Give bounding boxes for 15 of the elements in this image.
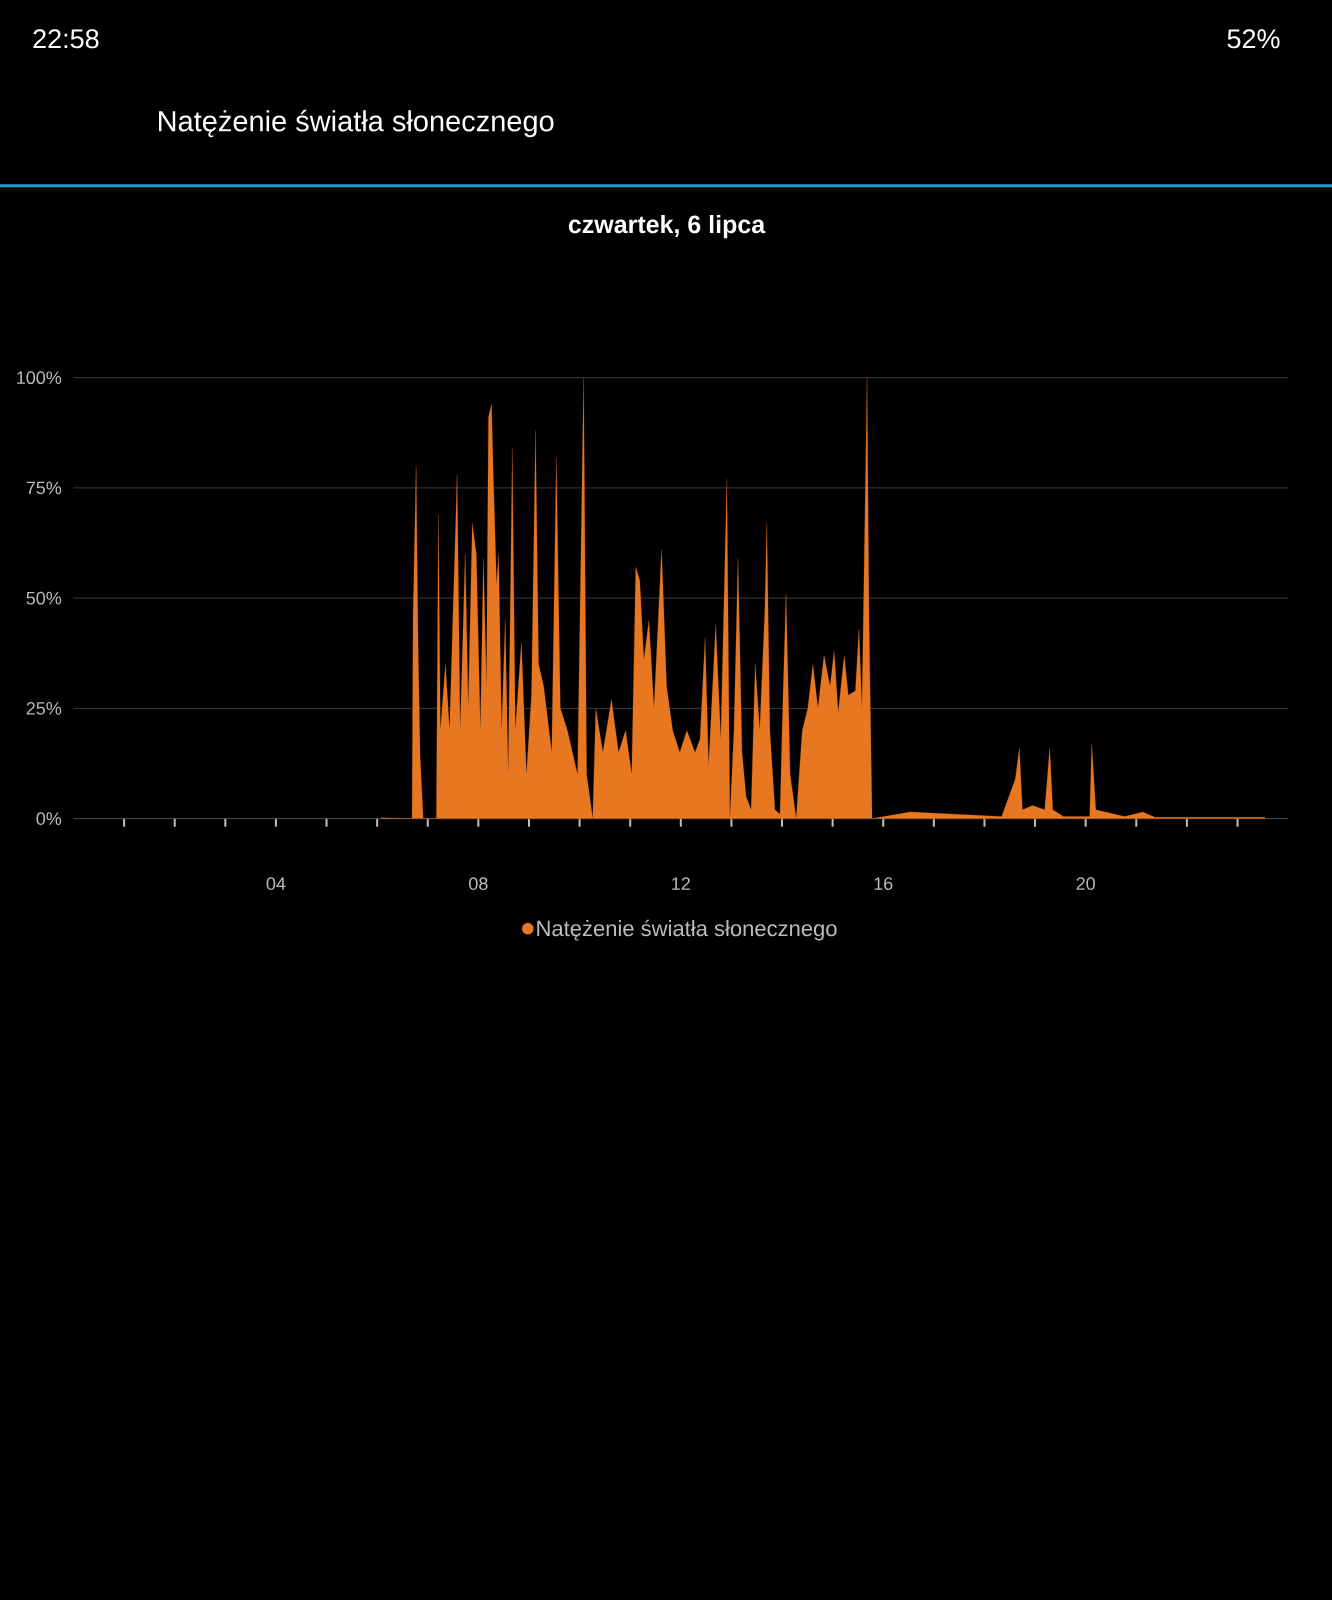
text: 22:58	[33, 29, 99, 49]
x-tick-label: 16	[874, 877, 893, 890]
y-tick-label: 75%	[26, 481, 62, 495]
y-tick-label: 25%	[26, 702, 62, 715]
text: 52%	[1227, 29, 1280, 49]
y-tick-label: 50%	[26, 591, 62, 605]
y-tick-label: 100%	[17, 371, 62, 385]
x-tick-label: 20	[1076, 877, 1095, 890]
x-tick-label: 08	[469, 877, 488, 890]
chart-subtitle: czwartek, 6 lipca	[568, 214, 766, 239]
x-tick-label: 04	[266, 877, 286, 890]
x-tick-label: 12	[672, 877, 690, 890]
chart-title: Natężenie światła słonecznego	[159, 109, 554, 138]
legend-label: Natężenie światła słonecznego	[537, 919, 837, 941]
y-tick-label: 0%	[36, 812, 62, 825]
